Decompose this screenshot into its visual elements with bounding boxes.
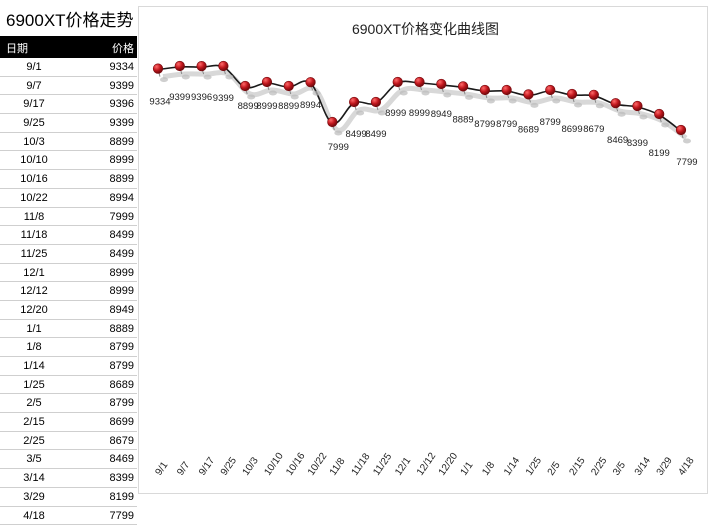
row-price: 8799	[110, 397, 134, 409]
table-row: 11/25 8499	[0, 245, 137, 264]
row-price: 8199	[110, 491, 134, 503]
row-price: 8999	[110, 285, 134, 297]
column-header-price: 价格	[112, 40, 134, 56]
row-date: 2/25	[0, 435, 68, 447]
row-price: 8499	[110, 248, 134, 260]
table-row: 9/7 9399	[0, 77, 137, 96]
row-date: 2/15	[0, 416, 68, 428]
row-date: 11/18	[0, 229, 68, 241]
row-date: 10/22	[0, 192, 68, 204]
table-row: 10/3 8899	[0, 133, 137, 152]
row-price: 9396	[110, 98, 134, 110]
sheet-title: 6900XT价格走势	[6, 6, 134, 31]
chart-title: 6900XT价格变化曲线图	[137, 19, 714, 39]
row-price: 8499	[110, 229, 134, 241]
row-price: 8689	[110, 379, 134, 391]
row-date: 9/17	[0, 98, 68, 110]
row-price: 9334	[110, 61, 134, 73]
column-header-date: 日期	[6, 40, 28, 56]
chart-border	[138, 6, 708, 494]
table-row: 11/18 8499	[0, 226, 137, 245]
row-price: 8679	[110, 435, 134, 447]
row-date: 3/14	[0, 472, 68, 484]
row-date: 11/8	[0, 211, 68, 223]
row-date: 9/1	[0, 61, 68, 73]
table-row: 1/25 8689	[0, 376, 137, 395]
table-row: 11/8 7999	[0, 208, 137, 227]
row-date: 1/1	[0, 323, 68, 335]
row-date: 10/3	[0, 136, 68, 148]
row-date: 9/7	[0, 80, 68, 92]
row-price: 8899	[110, 173, 134, 185]
row-price: 7799	[110, 510, 134, 522]
row-price: 9399	[110, 80, 134, 92]
table-row: 2/5 8799	[0, 394, 137, 413]
row-date: 9/25	[0, 117, 68, 129]
row-price: 9399	[110, 117, 134, 129]
row-price: 8949	[110, 304, 134, 316]
row-date: 3/5	[0, 453, 68, 465]
row-date: 12/20	[0, 304, 68, 316]
row-date: 1/14	[0, 360, 68, 372]
table-row: 2/25 8679	[0, 432, 137, 451]
row-date: 10/10	[0, 154, 68, 166]
row-date: 2/5	[0, 397, 68, 409]
row-date: 12/1	[0, 267, 68, 279]
table-row: 1/8 8799	[0, 338, 137, 357]
row-date: 10/16	[0, 173, 68, 185]
table-row: 4/18 7799	[0, 507, 137, 525]
table-row: 10/10 8999	[0, 151, 137, 170]
table-row: 12/1 8999	[0, 264, 137, 283]
table-row: 1/1 8889	[0, 320, 137, 339]
table-row: 3/29 8199	[0, 488, 137, 507]
table-row: 10/22 8994	[0, 189, 137, 208]
table-row: 3/5 8469	[0, 450, 137, 469]
table-row: 10/16 8899	[0, 170, 137, 189]
table-row: 3/14 8399	[0, 469, 137, 488]
row-price: 8399	[110, 472, 134, 484]
row-date: 4/18	[0, 510, 68, 522]
row-price: 8889	[110, 323, 134, 335]
row-date: 12/12	[0, 285, 68, 297]
table-row: 9/1 9334	[0, 58, 137, 77]
row-date: 3/29	[0, 491, 68, 503]
row-date: 1/25	[0, 379, 68, 391]
row-price: 8799	[110, 360, 134, 372]
row-price: 7999	[110, 211, 134, 223]
row-price: 8999	[110, 267, 134, 279]
row-price: 8999	[110, 154, 134, 166]
table-header: 日期 价格	[0, 36, 137, 58]
table-row: 9/17 9396	[0, 95, 137, 114]
row-price: 8994	[110, 192, 134, 204]
row-price: 8469	[110, 453, 134, 465]
row-price: 8799	[110, 341, 134, 353]
table-row: 12/20 8949	[0, 301, 137, 320]
row-price: 8699	[110, 416, 134, 428]
table-row: 12/12 8999	[0, 282, 137, 301]
row-date: 1/8	[0, 341, 68, 353]
table-row: 9/25 9399	[0, 114, 137, 133]
row-price: 8899	[110, 136, 134, 148]
row-date: 11/25	[0, 248, 68, 260]
table-row: 2/15 8699	[0, 413, 137, 432]
table-row: 1/14 8799	[0, 357, 137, 376]
